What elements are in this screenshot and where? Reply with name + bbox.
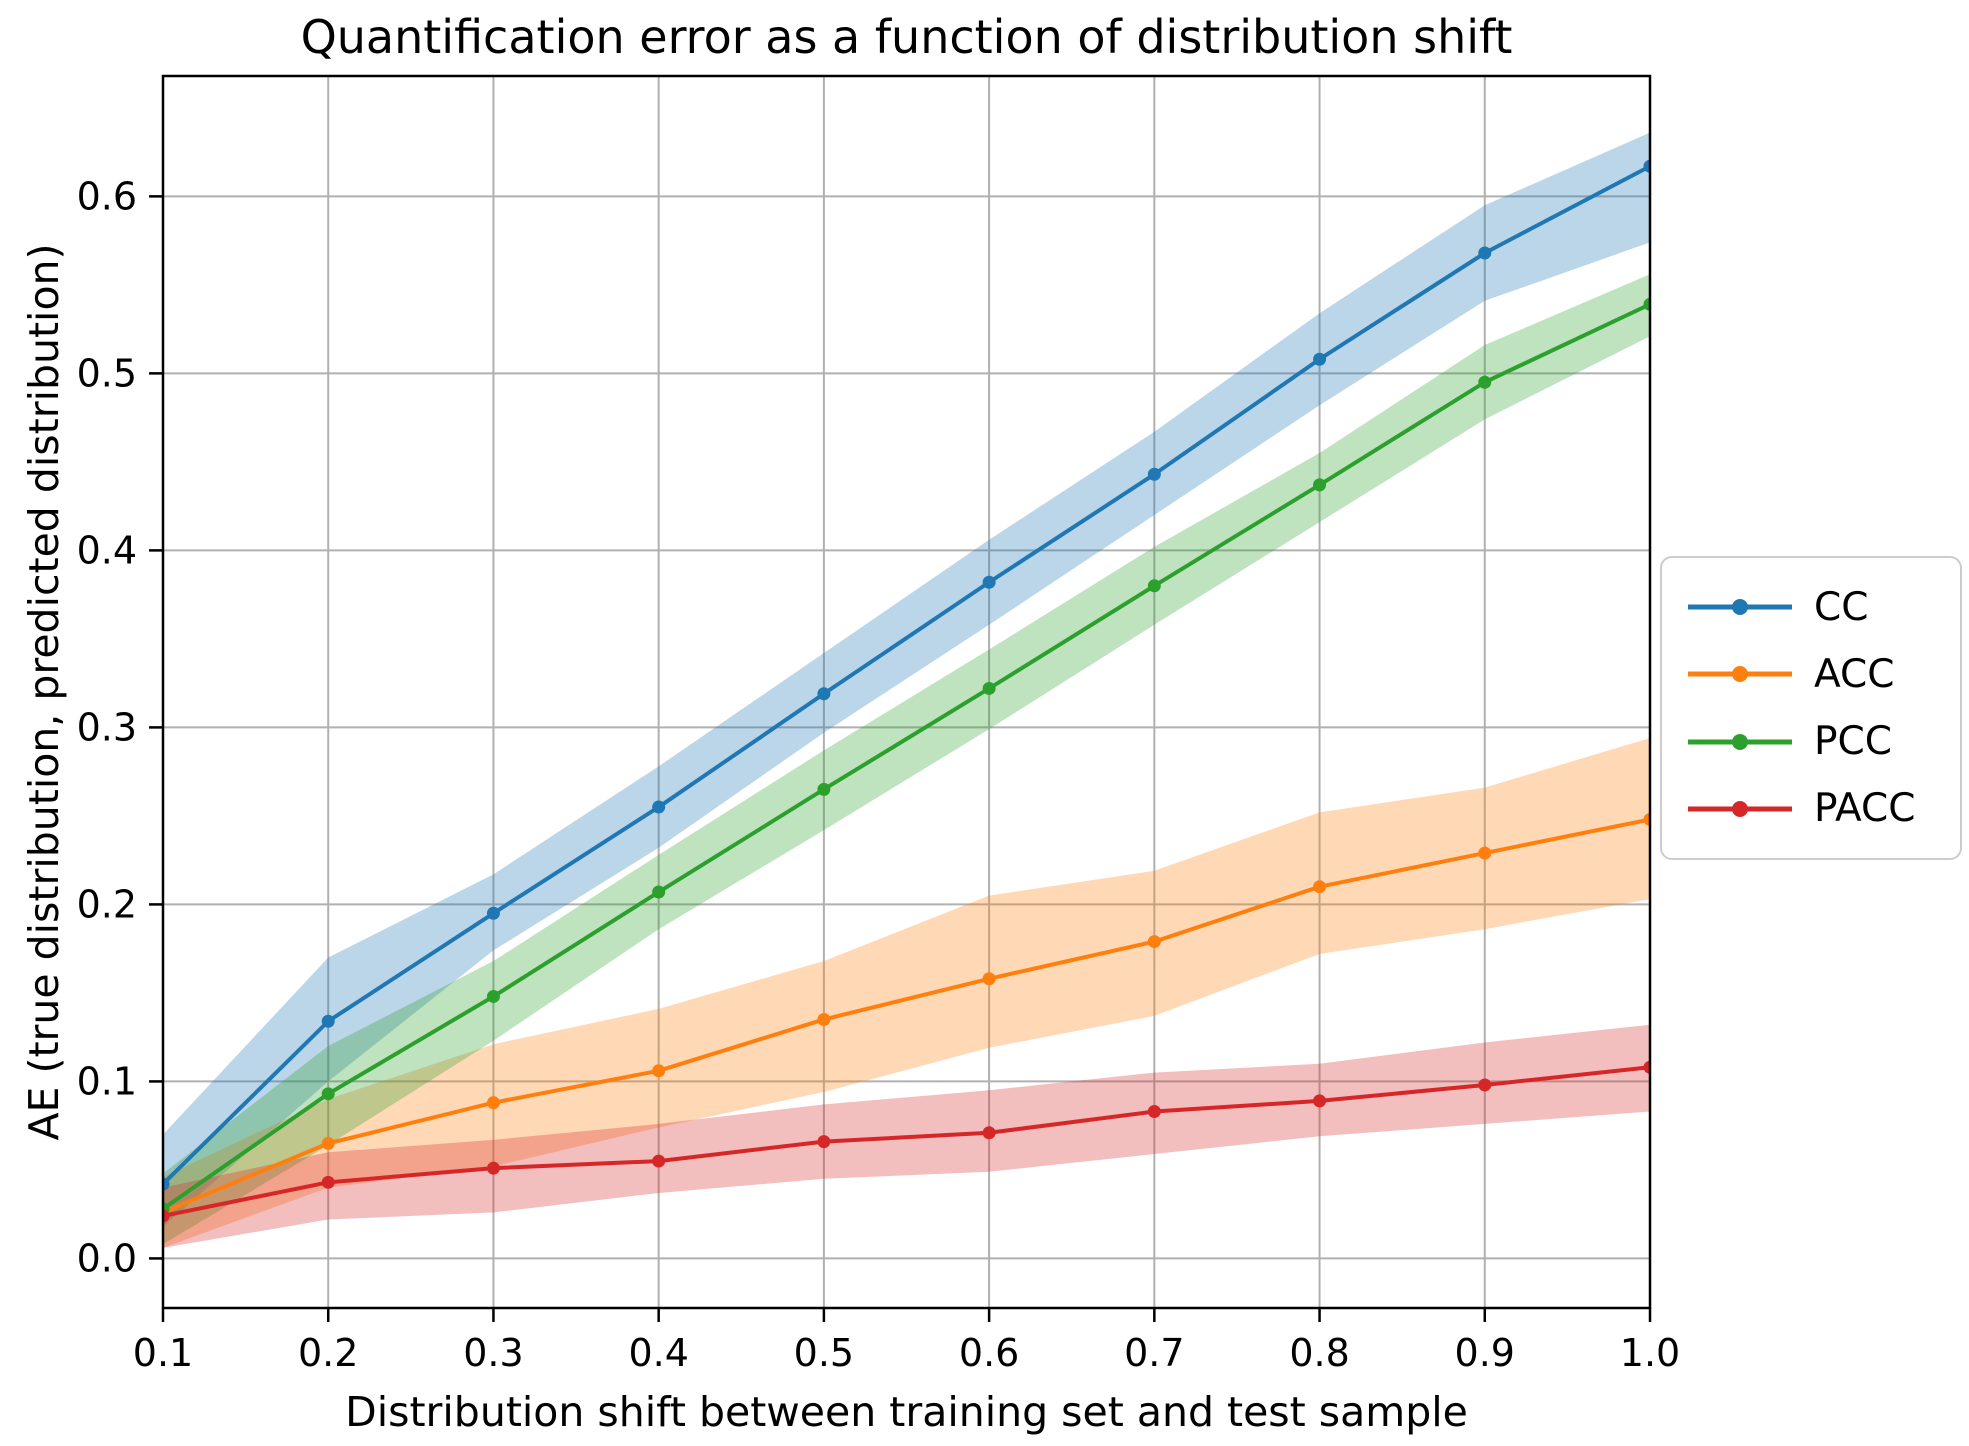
y-tick-label: 0.3 [77, 705, 137, 749]
data-point-PACC [817, 1135, 831, 1149]
data-point-PACC [1478, 1078, 1492, 1092]
y-tick-label: 0.4 [77, 528, 137, 572]
data-point-CC [982, 575, 996, 589]
legend-label-CC: CC [1814, 584, 1869, 630]
data-point-ACC [1313, 880, 1327, 894]
y-tick-label: 0.1 [77, 1059, 137, 1103]
x-axis-label: Distribution shift between training set … [345, 1388, 1468, 1436]
y-axis-label: AE (true distribution, predicted distrib… [20, 243, 68, 1141]
x-tick-label: 0.8 [1289, 1331, 1349, 1375]
x-tick-label: 0.2 [298, 1331, 358, 1375]
data-point-PCC [817, 782, 831, 796]
data-point-PCC [1147, 579, 1161, 593]
confidence-band-PCC [163, 274, 1650, 1245]
legend-item-ACC: ACC [1684, 645, 1938, 703]
data-point-CC [321, 1014, 335, 1028]
data-point-CC [163, 1177, 170, 1191]
data-point-PCC [486, 989, 500, 1003]
data-point-CC [1147, 467, 1161, 481]
data-point-PCC [1478, 375, 1492, 389]
x-tick-label: 0.3 [463, 1331, 523, 1375]
x-tick-label: 0.1 [133, 1331, 193, 1375]
legend-line-sample-CC [1688, 599, 1792, 615]
legend-item-PCC: PCC [1684, 713, 1938, 771]
series-line-CC [163, 164, 1650, 1186]
confidence-band-ACC [163, 738, 1650, 1248]
data-point-PACC [1313, 1094, 1327, 1108]
legend: CC ACC PCC PACC [1660, 556, 1962, 860]
data-point-PACC [163, 1209, 170, 1223]
y-tick-label: 0.0 [77, 1236, 137, 1280]
data-point-ACC [652, 1064, 666, 1078]
data-point-CC [486, 906, 500, 920]
data-point-PCC [982, 681, 996, 695]
data-point-ACC [1478, 846, 1492, 860]
x-tick-label: 0.4 [628, 1331, 688, 1375]
data-point-ACC [1147, 935, 1161, 949]
data-point-CC [1478, 246, 1492, 260]
x-tick-label: 0.9 [1455, 1331, 1515, 1375]
x-tick-label: 0.6 [959, 1331, 1019, 1375]
data-point-CC [1313, 352, 1327, 366]
legend-label-PACC: PACC [1814, 786, 1916, 832]
data-point-PACC [982, 1126, 996, 1140]
y-tick-label: 0.6 [77, 174, 137, 218]
data-point-PACC [1147, 1105, 1161, 1119]
x-tick-label: 0.5 [794, 1331, 854, 1375]
data-point-ACC [1643, 812, 1650, 826]
confidence-band-CC [163, 132, 1650, 1227]
legend-line-sample-ACC [1688, 666, 1792, 683]
series-line-PCC [163, 302, 1650, 1211]
legend-item-CC: CC [1684, 578, 1938, 636]
chart-title: Quantification error as a function of di… [300, 10, 1513, 64]
y-tick-label: 0.2 [77, 882, 137, 926]
data-point-PCC [652, 885, 666, 899]
x-tick-label: 0.7 [1124, 1331, 1184, 1375]
legend-label-ACC: ACC [1814, 651, 1895, 697]
data-point-PACC [321, 1175, 335, 1189]
legend-label-PCC: PCC [1814, 719, 1892, 765]
data-point-ACC [486, 1096, 500, 1110]
data-point-PCC [321, 1087, 335, 1101]
plot-border [161, 74, 1652, 1310]
data-point-ACC [321, 1136, 335, 1150]
data-point-PACC [1643, 1060, 1650, 1074]
legend-item-PACC: PACC [1684, 780, 1938, 838]
data-point-CC [817, 687, 831, 701]
legend-line-sample-PACC [1688, 800, 1792, 817]
data-point-ACC [982, 972, 996, 986]
legend-line-sample-PCC [1688, 733, 1792, 750]
data-point-CC [1643, 159, 1650, 173]
series-line-PACC [163, 1065, 1650, 1218]
data-point-PACC [486, 1161, 500, 1175]
data-point-CC [652, 800, 666, 814]
y-tick-label: 0.5 [77, 351, 137, 395]
data-point-PACC [652, 1154, 666, 1168]
data-point-PCC [1643, 297, 1650, 311]
x-tick-label: 1.0 [1620, 1331, 1680, 1375]
data-point-ACC [817, 1012, 831, 1026]
series-line-ACC [163, 817, 1650, 1215]
data-point-PCC [1313, 478, 1327, 492]
